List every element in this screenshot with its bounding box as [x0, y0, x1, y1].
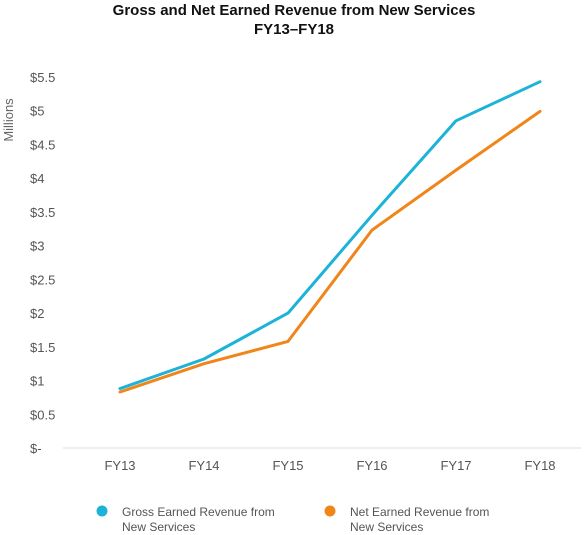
legend-label: Gross Earned Revenue from [122, 505, 275, 519]
y-axis-label: Millions [1, 98, 16, 142]
x-tick-label: FY14 [188, 458, 219, 473]
x-tick-labels: FY13 FY14 FY15 FY16 FY17 FY18 [104, 458, 555, 473]
y-tick-label: $4.5 [30, 137, 55, 152]
series-lines [118, 80, 542, 394]
legend-label: New Services [350, 520, 423, 534]
y-tick-label: $1 [30, 374, 44, 389]
y-tick-label: $0.5 [30, 407, 55, 422]
y-tick-labels: $- $0.5 $1 $1.5 $2 $2.5 $3 $3.5 $4 $4.5 $5 $5.5 [30, 70, 55, 456]
y-tick-label: $5 [30, 104, 44, 119]
y-tick-label: $4 [30, 171, 44, 186]
y-tick-label: $- [30, 441, 42, 456]
x-tick-label: FY15 [272, 458, 303, 473]
chart-title: Gross and Net Earned Revenue from New Se… [113, 2, 476, 19]
y-tick-label: $1.5 [30, 340, 55, 355]
y-tick-label: $3.5 [30, 205, 55, 220]
x-tick-label: FY16 [356, 458, 387, 473]
legend-marker [324, 505, 336, 517]
series-line-net [118, 109, 542, 394]
legend-label: Net Earned Revenue from [350, 505, 489, 519]
x-tick-label: FY13 [104, 458, 135, 473]
series-line-gross [118, 80, 542, 391]
chart-subtitle: FY13–FY18 [254, 21, 334, 38]
y-tick-label: $2.5 [30, 272, 55, 287]
legend-label: New Services [122, 520, 195, 534]
x-tick-label: FY18 [524, 458, 555, 473]
x-tick-label: FY17 [440, 458, 471, 473]
y-tick-label: $5.5 [30, 70, 55, 85]
y-tick-label: $3 [30, 239, 44, 254]
legend-marker [96, 505, 108, 517]
y-tick-label: $2 [30, 306, 44, 321]
